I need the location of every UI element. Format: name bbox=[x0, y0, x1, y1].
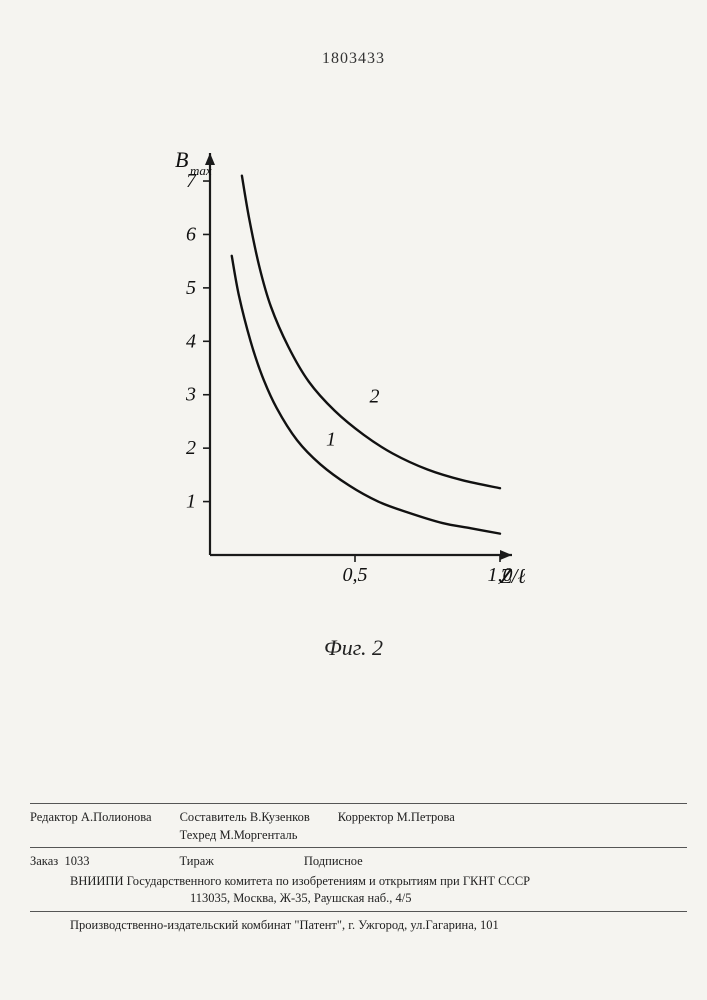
editor-credit: Редактор А.Полионова bbox=[30, 809, 152, 844]
divider-line bbox=[30, 847, 687, 848]
order-cell: Заказ 1033 bbox=[30, 853, 89, 871]
divider-line bbox=[30, 911, 687, 912]
editor-label: Редактор bbox=[30, 810, 78, 824]
page: 1803433 12345670,51,0BmaxZ/ℓ12 Фиг. 2 Ре… bbox=[0, 0, 707, 1000]
svg-text:1: 1 bbox=[186, 491, 196, 513]
corrector-label: Корректор bbox=[338, 810, 394, 824]
order-label: Заказ bbox=[30, 854, 58, 868]
org-line-1: ВНИИПИ Государственного комитета по изоб… bbox=[70, 873, 687, 891]
credits-row-1: Редактор А.Полионова Составитель В.Кузен… bbox=[30, 809, 687, 844]
chart-svg: 12345670,51,0BmaxZ/ℓ12 bbox=[155, 140, 525, 610]
chart-bmax-vs-zl: 12345670,51,0BmaxZ/ℓ12 bbox=[155, 140, 525, 610]
svg-text:max: max bbox=[190, 163, 212, 178]
svg-text:5: 5 bbox=[186, 277, 196, 299]
compiler-name: В.Кузенков bbox=[250, 810, 310, 824]
press-line: Производственно-издательский комбинат "П… bbox=[70, 917, 687, 935]
svg-text:2: 2 bbox=[186, 437, 196, 459]
corrector-credit: Корректор М.Петрова bbox=[338, 809, 455, 844]
techred-name: М.Моргенталь bbox=[220, 828, 298, 842]
svg-text:3: 3 bbox=[185, 384, 196, 406]
compiler-techred-col: Составитель В.Кузенков Техред М.Моргента… bbox=[180, 809, 310, 844]
svg-text:Z/ℓ: Z/ℓ bbox=[500, 564, 525, 588]
svg-text:4: 4 bbox=[186, 330, 196, 352]
compiler-label: Составитель bbox=[180, 810, 247, 824]
print-run-label: Тираж bbox=[179, 853, 213, 871]
figure-caption: Фиг. 2 bbox=[324, 635, 383, 661]
subscription-label: Подписное bbox=[304, 853, 363, 871]
techred-label: Техред bbox=[180, 828, 217, 842]
org-line-2: 113035, Москва, Ж-35, Раушская наб., 4/5 bbox=[190, 890, 687, 908]
corrector-name: М.Петрова bbox=[397, 810, 455, 824]
svg-text:6: 6 bbox=[186, 223, 196, 245]
editor-name: А.Полионова bbox=[81, 810, 152, 824]
svg-text:B: B bbox=[175, 147, 188, 172]
org-block: ВНИИПИ Государственного комитета по изоб… bbox=[70, 873, 687, 908]
footer-block: Редактор А.Полионова Составитель В.Кузен… bbox=[30, 800, 687, 934]
svg-text:1: 1 bbox=[326, 428, 336, 450]
divider-line bbox=[30, 803, 687, 804]
svg-text:0,5: 0,5 bbox=[343, 564, 368, 586]
document-number: 1803433 bbox=[322, 50, 385, 68]
svg-text:2: 2 bbox=[370, 386, 380, 408]
order-number: 1033 bbox=[64, 854, 89, 868]
order-row: Заказ 1033 Тираж Подписное bbox=[30, 853, 687, 871]
